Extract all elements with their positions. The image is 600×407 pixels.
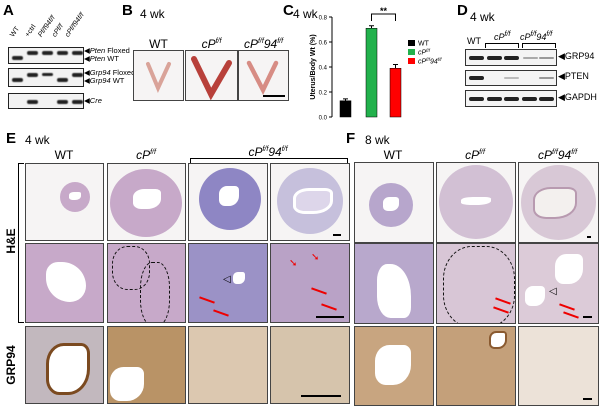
genotype-header-wt: WT [149, 37, 168, 51]
micrograph-f-he-high-cp [436, 243, 516, 324]
age-label: 4 wk [140, 7, 165, 21]
genotype-header-wt: WT [383, 148, 403, 162]
genotype-header-cp94: cPf/f94f/f [248, 145, 288, 159]
blot-label: ◀GAPDH [558, 92, 597, 102]
lane-group-cp: cPf/f [494, 31, 511, 42]
legend-swatch [408, 58, 415, 64]
micrograph-e-he-low-wt [25, 163, 104, 241]
micrograph-e-he-high-wt [25, 243, 104, 323]
micrograph-f-he-high-wt [354, 243, 434, 324]
bar-2 [389, 68, 402, 118]
micrograph-f-grp94-cp94 [518, 326, 599, 406]
uterus-photo-cp94 [238, 50, 289, 101]
panel-a-genotyping-gel: WT +ctrl Pf/f94f/f cPf/f cPf/f94f/f ◀Pte… [0, 0, 135, 115]
legend-entry: WT [418, 41, 430, 48]
uterus-photo-wt [133, 50, 184, 101]
panel-label-a: A [3, 2, 14, 19]
legend-entry: cPf/f94f/f [418, 57, 442, 66]
panel-label-e: E [6, 130, 17, 147]
y-tick-label: 0.0 [319, 116, 328, 122]
y-tick-label: 0.4 [319, 66, 328, 72]
gel-label: ◀Pten Floxed [84, 46, 130, 55]
panel-label-d: D [457, 2, 468, 19]
genotype-header-cp: cPf/f [201, 37, 222, 51]
micrograph-e-he-high-cp [107, 243, 186, 323]
micrograph-f-grp94-cp [436, 326, 516, 406]
y-tick-label: 0.2 [319, 91, 328, 97]
y-tick-label: 0.6 [319, 41, 328, 47]
y-axis-label: Uterus/Body Wt (%) [310, 34, 317, 99]
blot-gapdh [465, 90, 557, 107]
age-label: 4 wk [470, 10, 495, 24]
micrograph-e-grp94-cp94-1 [188, 326, 268, 404]
panel-label-f: F [346, 130, 356, 147]
gel-label: ◀Pten WT [84, 54, 119, 63]
blot-pten [465, 70, 557, 86]
gel-label: ◀Grp94 Floxed [84, 68, 136, 77]
genotype-header-cp: cPf/f [136, 148, 156, 162]
micrograph-e-he-low-cp94-2 [270, 163, 350, 241]
micrograph-f-he-low-cp94 [518, 162, 599, 243]
legend-swatch [408, 49, 415, 55]
age-label: 4 wk [25, 133, 50, 147]
blot-grp94 [465, 49, 557, 66]
panel-label-c: C [283, 2, 294, 19]
gel-cre [8, 93, 84, 109]
micrograph-e-he-low-cp94-1 [188, 163, 268, 241]
arrow-icon: ➘ [289, 258, 298, 269]
micrograph-f-he-high-cp94: ◁ [518, 243, 599, 324]
micrograph-e-grp94-wt [25, 326, 104, 404]
gel-pten [8, 47, 84, 64]
micrograph-e-grp94-cp94-2 [270, 326, 350, 404]
significance-bracket [371, 13, 396, 21]
lane-label: +ctrl [24, 23, 38, 39]
lane-label: cPf/f [51, 23, 65, 39]
micrograph-f-he-low-wt [354, 162, 434, 243]
lane-group-cp94: cPf/f94f/f [520, 31, 553, 42]
arrowhead-icon: ◁ [549, 286, 557, 297]
arrow-icon: ➘ [311, 252, 320, 263]
legend-swatch [408, 40, 415, 46]
bar-1 [365, 28, 378, 118]
blot-label: ◀GRP94 [558, 51, 595, 61]
gel-label: ◀Cre [84, 96, 102, 105]
micrograph-f-grp94-wt [354, 326, 434, 406]
y-tick-label: 0.8 [319, 16, 328, 22]
gel-label: ◀Grp94 WT [84, 76, 125, 85]
genotype-header-cp: cPf/f [465, 148, 485, 162]
lane-label: cPf/f94f/f [64, 11, 86, 39]
gel-grp94 [8, 68, 84, 87]
bar-0 [339, 100, 352, 118]
micrograph-e-he-high-cp94-2: ➘ ➘ [270, 243, 350, 323]
lane-label-wt: WT [467, 36, 481, 46]
significance-label: ** [380, 6, 388, 16]
lane-label: WT [9, 25, 22, 39]
uterus-photo-cp [185, 50, 238, 101]
panel-label-b: B [122, 2, 133, 19]
micrograph-e-he-low-cp [107, 163, 186, 241]
micrograph-e-grp94-cp [107, 326, 186, 404]
micrograph-f-he-low-cp [436, 162, 516, 243]
row-label-he: H&E [4, 228, 18, 254]
micrograph-e-he-high-cp94-1: ◁ [188, 243, 268, 323]
blot-label: ◀PTEN [558, 71, 589, 81]
genotype-header-cp94: cPf/f94f/f [243, 37, 284, 51]
legend-entry: cPf/f [418, 48, 431, 57]
age-label: 8 wk [365, 133, 390, 147]
genotype-header-wt: WT [54, 148, 74, 162]
arrowhead-icon: ◁ [223, 274, 231, 285]
scale-bar [263, 95, 285, 97]
genotype-header-cp94: cPf/f94f/f [537, 148, 578, 162]
age-label: 4 wk [293, 7, 318, 21]
row-label-grp94: GRP94 [4, 345, 18, 385]
